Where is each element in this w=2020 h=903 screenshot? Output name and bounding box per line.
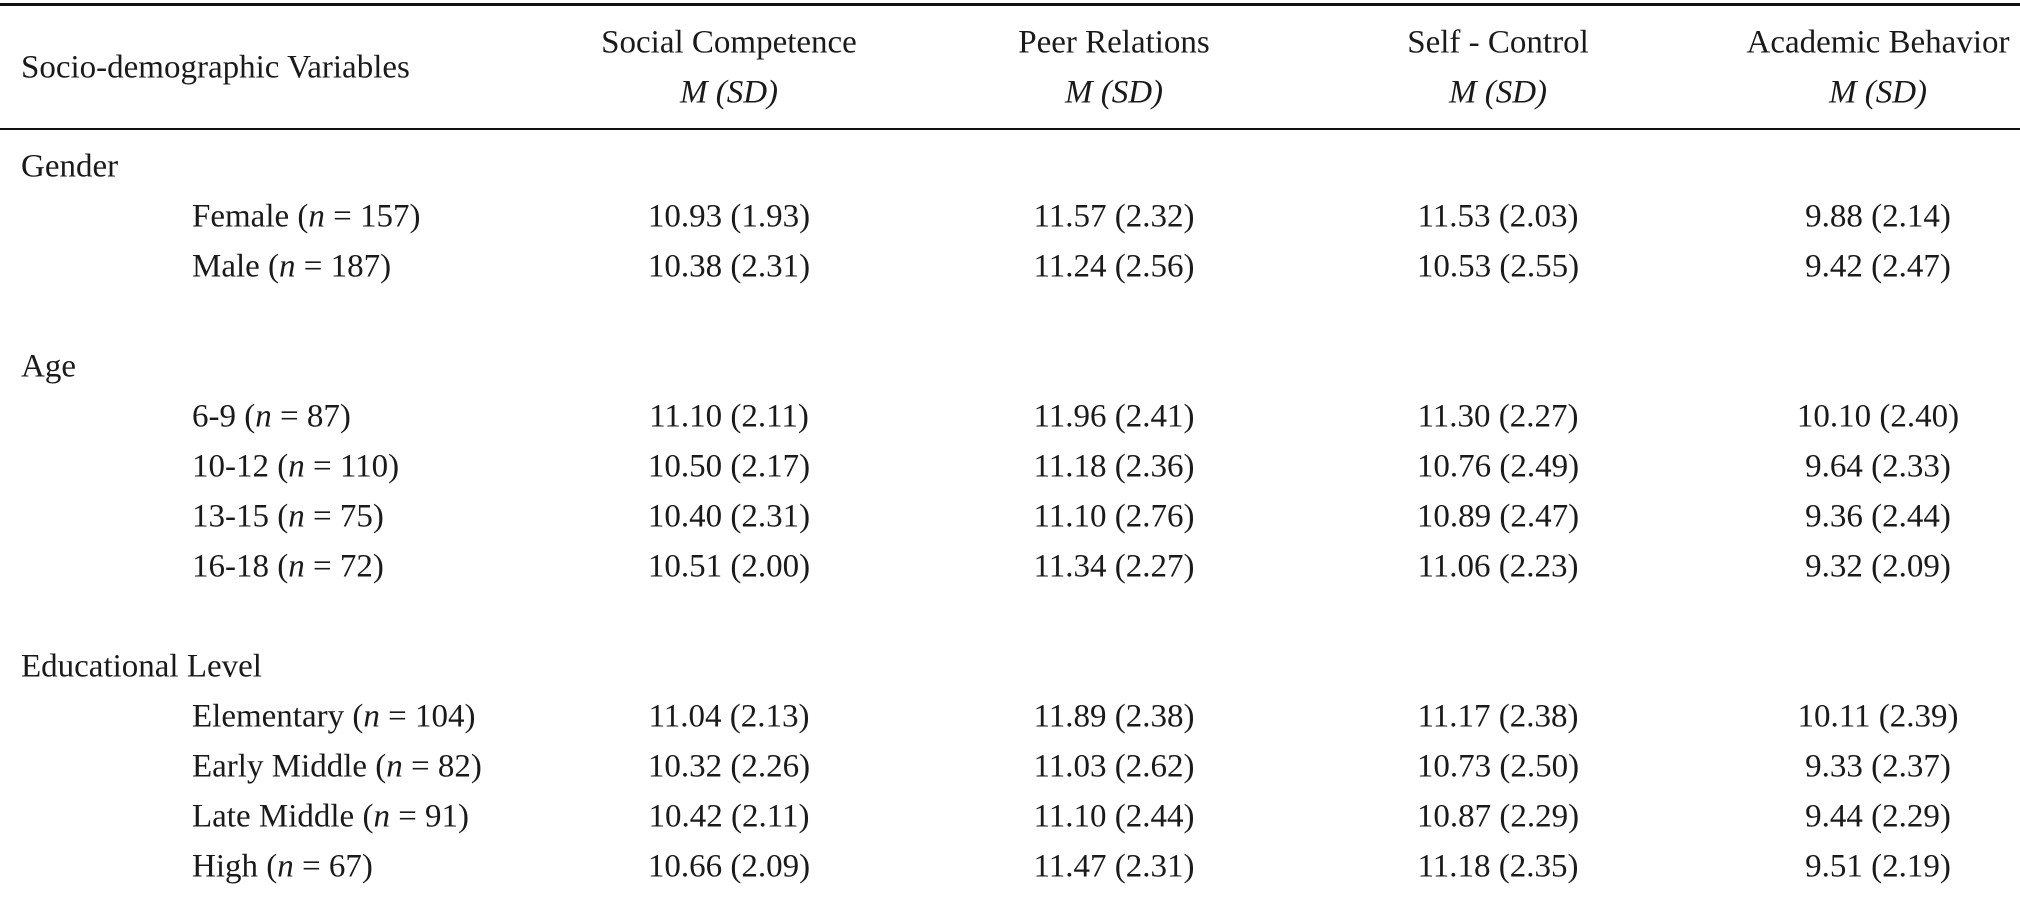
row-label: Female (n = 157) [192, 198, 421, 235]
cell: 10.89 (2.47) [1416, 498, 1580, 535]
cell: 11.10 (2.44) [1033, 798, 1195, 835]
cell: 11.34 (2.27) [1033, 548, 1195, 585]
cell: 10.38 (2.31) [647, 248, 811, 285]
cell: 9.33 (2.37) [1805, 748, 1951, 785]
row-label: 13-15 (n = 75) [192, 498, 384, 535]
cell: 10.32 (2.26) [647, 748, 811, 785]
column-header: Self - Control [1407, 24, 1589, 61]
row-label: 6-9 (n = 87) [192, 398, 351, 435]
row-label: Elementary (n = 104) [192, 698, 476, 735]
cell: 11.17 (2.38) [1417, 698, 1579, 735]
group-label: Educational Level [21, 648, 262, 685]
cell: 10.93 (1.93) [647, 198, 811, 235]
cell: 10.40 (2.31) [647, 498, 811, 535]
top-rule [0, 3, 2020, 6]
cell: 11.96 (2.41) [1033, 398, 1195, 435]
row-label: Late Middle (n = 91) [192, 798, 470, 835]
cell: 11.53 (2.03) [1417, 198, 1579, 235]
cell: 9.32 (2.09) [1805, 548, 1951, 585]
column-stat: M (SD) [1064, 74, 1164, 111]
group-label: Age [21, 348, 76, 385]
cell: 11.18 (2.35) [1417, 848, 1579, 885]
cell: 9.88 (2.14) [1805, 198, 1951, 235]
cell: 10.42 (2.11) [648, 798, 810, 835]
cell: 11.30 (2.27) [1417, 398, 1579, 435]
column-header: Peer Relations [1018, 24, 1210, 61]
cell: 9.36 (2.44) [1805, 498, 1951, 535]
cell: 10.11 (2.39) [1797, 698, 1959, 735]
cell: 11.24 (2.56) [1033, 248, 1195, 285]
variable-header: Socio-demographic Variables [21, 49, 410, 86]
cell: 11.03 (2.62) [1033, 748, 1195, 785]
cell: 10.53 (2.55) [1416, 248, 1580, 285]
cell: 10.73 (2.50) [1416, 748, 1580, 785]
row-label: 16-18 (n = 72) [192, 548, 384, 585]
cell: 10.87 (2.29) [1416, 798, 1580, 835]
cell: 11.10 (2.11) [649, 398, 809, 435]
column-header: Academic Behavior [1746, 24, 2010, 61]
cell: 9.44 (2.29) [1805, 798, 1951, 835]
column-stat: M (SD) [1828, 74, 1928, 111]
row-label: High (n = 67) [192, 848, 373, 885]
cell: 11.06 (2.23) [1417, 548, 1579, 585]
column-stat: M (SD) [1448, 74, 1548, 111]
header-rule [0, 128, 2020, 130]
cell: 11.47 (2.31) [1033, 848, 1195, 885]
cell: 11.89 (2.38) [1033, 698, 1195, 735]
cell: 10.66 (2.09) [647, 848, 811, 885]
cell: 11.10 (2.76) [1033, 498, 1195, 535]
cell: 9.64 (2.33) [1805, 448, 1951, 485]
column-stat: M (SD) [679, 74, 779, 111]
cell: 11.57 (2.32) [1033, 198, 1195, 235]
cell: 10.76 (2.49) [1416, 448, 1580, 485]
cell: 10.50 (2.17) [647, 448, 811, 485]
cell: 11.18 (2.36) [1033, 448, 1195, 485]
cell: 10.10 (2.40) [1796, 398, 1960, 435]
row-label: Early Middle (n = 82) [192, 748, 482, 785]
cell: 10.51 (2.00) [647, 548, 811, 585]
row-label: Male (n = 187) [192, 248, 392, 285]
cell: 9.42 (2.47) [1805, 248, 1951, 285]
column-header: Social Competence [601, 24, 857, 61]
cell: 9.51 (2.19) [1805, 848, 1951, 885]
cell: 11.04 (2.13) [648, 698, 810, 735]
row-label: 10-12 (n = 110) [192, 448, 400, 485]
group-label: Gender [21, 148, 119, 185]
